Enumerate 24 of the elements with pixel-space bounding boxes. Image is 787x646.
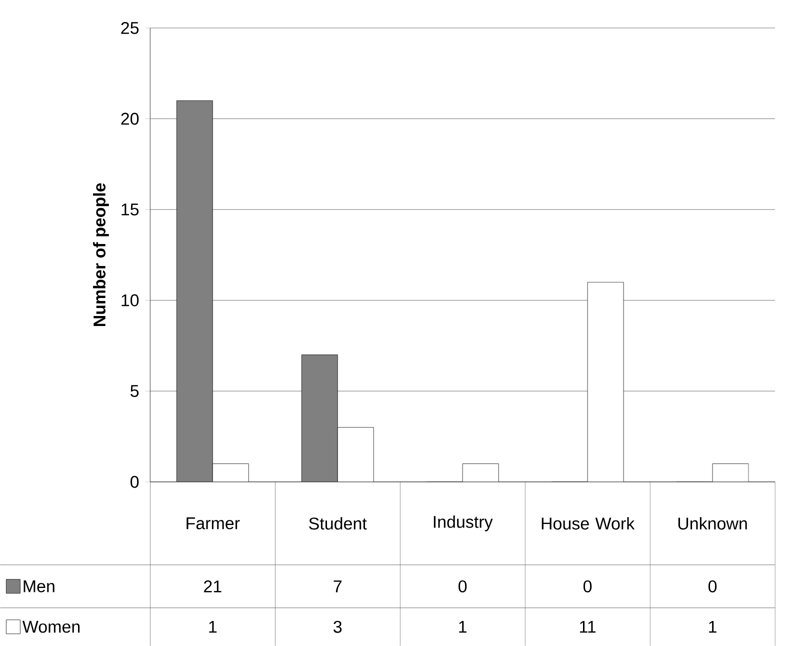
- data-label: 0: [708, 580, 717, 592]
- data-label: 11: [580, 620, 596, 633]
- data-label: 1: [209, 620, 217, 633]
- legend-label: Women: [22, 620, 80, 633]
- x-tick-label: House Work: [542, 517, 635, 530]
- data-label: 0: [458, 580, 467, 592]
- x-tick-label: Unknown: [678, 517, 747, 530]
- data-label: 1: [459, 620, 466, 633]
- y-axis-title: Number of people: [93, 183, 109, 326]
- data-label: 7: [334, 580, 342, 592]
- legend-label: Men: [24, 580, 54, 592]
- y-tick-label: 25: [121, 22, 139, 34]
- y-tick-label: 20: [121, 112, 139, 125]
- y-tick-label: 5: [130, 385, 139, 398]
- data-label: 1: [709, 620, 716, 633]
- x-tick-label: Farmer: [186, 517, 240, 530]
- y-tick-label: 10: [122, 294, 139, 306]
- y-tick-label: 15: [122, 204, 139, 216]
- y-tick-label: 0: [130, 476, 139, 488]
- data-label: 3: [334, 620, 342, 633]
- x-tick-label: Student: [309, 517, 367, 530]
- data-label: 21: [204, 580, 222, 592]
- data-label: 0: [584, 580, 592, 592]
- x-tick-label: Industry: [434, 515, 493, 532]
